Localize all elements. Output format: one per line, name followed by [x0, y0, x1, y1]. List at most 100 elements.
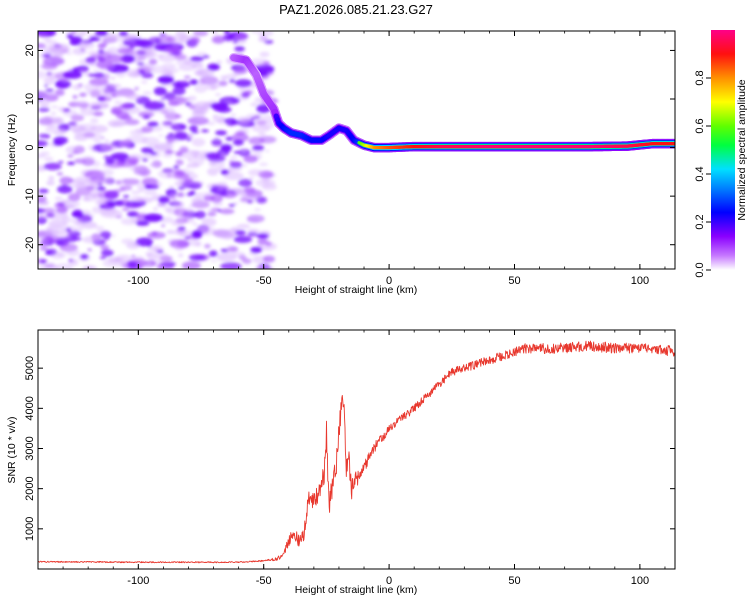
noise-blob: [43, 76, 56, 85]
noise-blob: [121, 207, 130, 211]
noise-blob: [67, 193, 81, 202]
noise-blob: [42, 116, 55, 125]
noise-blob: [215, 130, 227, 136]
noise-blob: [97, 190, 120, 200]
spectrogram-frame: [37, 30, 676, 270]
noise-blob: [67, 258, 78, 263]
noise-blob: [53, 136, 68, 145]
noise-blob: [238, 178, 253, 188]
noise-blob: [85, 266, 93, 269]
noise-blob: [90, 117, 99, 124]
colorbar-title: Normalized spectral amplitude: [736, 79, 748, 220]
spectrogram-y-axis-title: Frequency (Hz): [6, 114, 18, 186]
noise-blob: [43, 162, 62, 171]
noise-blob: [101, 249, 114, 257]
spectrogram-x-tick-label: -100: [127, 275, 149, 287]
snr-frame: [37, 329, 676, 570]
noise-blob: [106, 200, 116, 207]
noise-blob: [115, 215, 123, 219]
noise-blob: [54, 231, 71, 241]
noise-blob: [45, 88, 54, 93]
noise-blob: [92, 69, 100, 72]
noise-blob: [189, 180, 205, 187]
noise-blob: [227, 189, 234, 195]
noise-blob: [134, 87, 139, 91]
noise-blob: [136, 60, 141, 63]
noise-blob: [65, 228, 72, 232]
noise-blob: [142, 91, 153, 95]
noise-blob: [248, 176, 254, 181]
snr-line: [38, 340, 675, 564]
noise-blob: [173, 208, 188, 217]
noise-blob: [67, 154, 74, 158]
noise-blob: [161, 224, 165, 227]
noise-blob: [149, 36, 158, 43]
noise-blob: [78, 41, 95, 50]
noise-blob: [109, 234, 117, 238]
noise-blob: [67, 85, 74, 88]
noise-blob: [99, 206, 118, 215]
noise-blob: [188, 170, 195, 174]
noise-blob: [138, 111, 155, 118]
noise-blob: [55, 89, 65, 97]
noise-blob: [265, 241, 272, 247]
spectrogram-x-tick-label: 100: [631, 275, 649, 287]
noise-blob: [126, 261, 138, 269]
noise-blob: [192, 155, 198, 159]
noise-blob: [258, 132, 266, 137]
noise-blob: [59, 176, 73, 185]
noise-blob: [220, 75, 228, 81]
noise-blob: [100, 244, 110, 251]
noise-blob: [85, 89, 101, 96]
noise-blob: [204, 191, 214, 196]
noise-blob: [70, 31, 77, 35]
noise-blob: [181, 261, 201, 269]
noise-blob: [230, 155, 238, 160]
noise-blob: [186, 192, 194, 197]
noise-blob: [113, 200, 125, 207]
noise-blob: [88, 101, 110, 110]
noise-blob: [79, 58, 97, 66]
snr-y-axis-title: SNR (10 * v/v): [6, 416, 18, 483]
noise-blob: [40, 103, 50, 109]
noise-blob: [38, 43, 44, 46]
noise-blob: [159, 122, 169, 126]
noise-blob: [40, 259, 46, 264]
noise-blob: [122, 194, 130, 199]
noise-blob: [191, 138, 206, 147]
noise-blob: [191, 197, 204, 204]
noise-blob: [228, 246, 239, 252]
spectrogram-x-axis-title: Height of straight line (km): [295, 284, 418, 296]
noise-blob: [208, 250, 218, 257]
noise-blob: [130, 190, 140, 195]
noise-blob: [82, 71, 93, 77]
noise-blob: [110, 152, 129, 161]
colorbar-tick-label: 0.4: [694, 166, 706, 181]
noise-blob: [223, 171, 244, 181]
noise-blob: [120, 217, 138, 226]
noise-blob: [142, 115, 151, 119]
noise-blob: [149, 162, 155, 167]
noise-blob: [235, 93, 250, 101]
noise-blob: [119, 185, 133, 191]
noise-blob: [58, 106, 67, 112]
noise-blob: [150, 262, 156, 265]
noise-blob: [70, 122, 78, 128]
noise-blob: [187, 162, 200, 169]
noise-blob: [232, 40, 238, 44]
noise-blob: [75, 182, 99, 191]
noise-blob: [77, 31, 86, 38]
noise-blob: [83, 83, 100, 92]
noise-blob: [38, 212, 48, 221]
noise-blob: [38, 107, 50, 112]
noise-blob: [165, 171, 171, 175]
noise-blob: [85, 189, 102, 198]
noise-blob: [220, 262, 242, 269]
noise-blob: [250, 246, 263, 254]
noise-blob: [259, 162, 268, 167]
noise-blob: [207, 167, 219, 176]
noise-blob: [168, 96, 187, 105]
noise-blob: [147, 231, 166, 239]
colorbar-tick-label: 0.8: [694, 70, 706, 85]
